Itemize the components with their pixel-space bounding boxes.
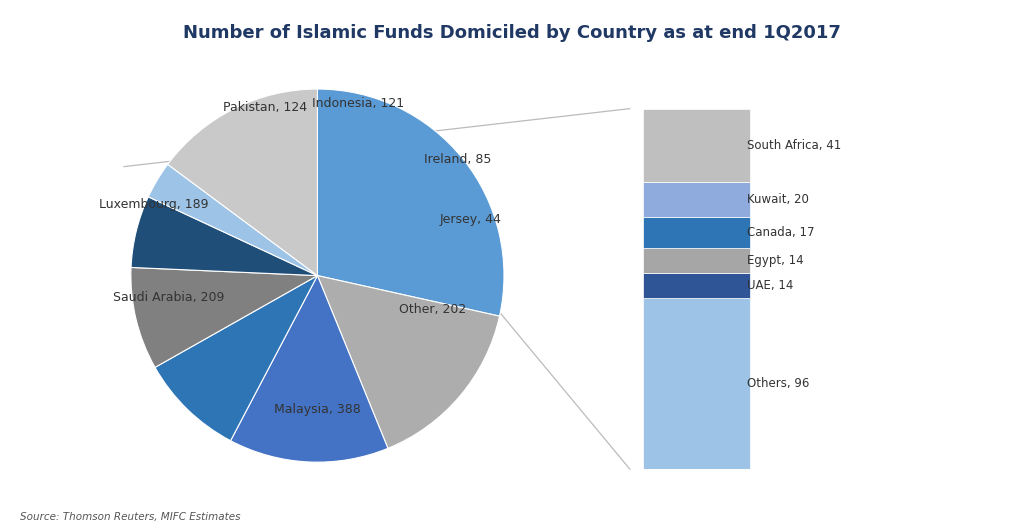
Text: Pakistan, 124: Pakistan, 124 [223,101,307,114]
Text: Egypt, 14: Egypt, 14 [746,254,804,267]
Bar [643,182,750,217]
Text: Malaysia, 388: Malaysia, 388 [274,403,360,417]
Wedge shape [168,89,317,276]
Wedge shape [131,268,317,367]
Text: UAE, 14: UAE, 14 [746,279,794,292]
Bar [643,109,750,182]
Text: Ireland, 85: Ireland, 85 [424,153,492,166]
Text: Jersey, 44: Jersey, 44 [439,213,502,226]
Bar [643,273,750,298]
Text: Indonesia, 121: Indonesia, 121 [312,98,404,110]
Text: Saudi Arabia, 209: Saudi Arabia, 209 [113,292,224,305]
Wedge shape [230,276,388,462]
Wedge shape [155,276,317,441]
Wedge shape [317,276,500,448]
Text: Source: Thomson Reuters, MIFC Estimates: Source: Thomson Reuters, MIFC Estimates [20,512,241,522]
Wedge shape [317,89,504,316]
Wedge shape [131,197,317,276]
Wedge shape [148,164,317,276]
Text: Luxembourg, 189: Luxembourg, 189 [98,198,208,211]
Bar [643,217,750,248]
Bar [643,248,750,273]
Text: Other, 202: Other, 202 [399,303,467,316]
Text: Kuwait, 20: Kuwait, 20 [746,193,809,206]
Text: South Africa, 41: South Africa, 41 [746,139,841,152]
Text: Canada, 17: Canada, 17 [746,226,814,239]
Text: Number of Islamic Funds Domiciled by Country as at end 1Q2017: Number of Islamic Funds Domiciled by Cou… [183,24,841,42]
Text: Others, 96: Others, 96 [746,377,809,390]
Bar [643,298,750,469]
